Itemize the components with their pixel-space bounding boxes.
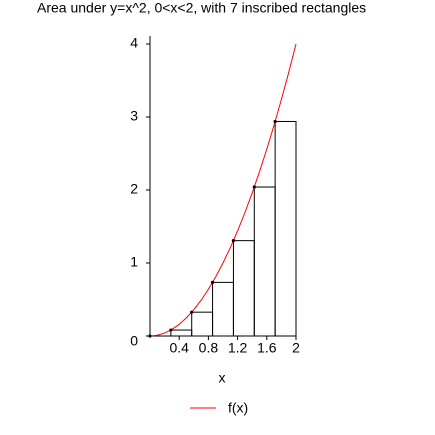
- curve: [149, 43, 297, 337]
- chart-title: Area under y=x^2, 0<x<2, with 7 inscribe…: [37, 0, 366, 16]
- x-tick-label: 1.2: [228, 340, 248, 356]
- rectangle: [212, 281, 234, 337]
- x-tick-label: 2: [292, 340, 300, 356]
- sample-point: [231, 239, 236, 243]
- sample-point: [190, 310, 194, 314]
- rectangle: [170, 329, 193, 337]
- sample-point: [210, 280, 215, 284]
- rectangle: [253, 186, 276, 337]
- y-tick-label: 3: [130, 108, 138, 124]
- sample-point: [252, 185, 256, 189]
- sample-point: [148, 334, 152, 338]
- legend-label: f(x): [228, 400, 248, 416]
- rectangle: [191, 311, 214, 337]
- y-tick-label: 0: [130, 333, 138, 349]
- x-tick-label: 0.8: [199, 340, 219, 356]
- rectangle: [274, 120, 297, 337]
- rectangle: [232, 240, 255, 337]
- x-tick-label: 1.6: [257, 340, 277, 356]
- y-tick-label: 4: [130, 35, 138, 51]
- sample-point: [273, 119, 277, 124]
- x-axis-label: x: [219, 370, 226, 386]
- y-tick-label: 2: [130, 181, 138, 197]
- y-tick-label: 1: [130, 254, 138, 270]
- sample-point: [169, 328, 173, 332]
- x-tick-label: 0.4: [169, 340, 189, 356]
